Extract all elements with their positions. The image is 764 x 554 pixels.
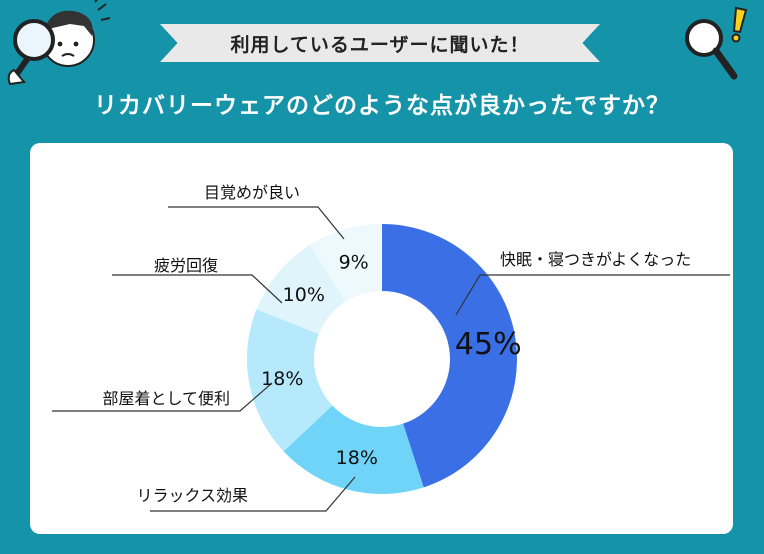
value-label-2: 18% [336, 447, 378, 469]
value-label-4: 10% [283, 284, 325, 306]
category-label-2: リラックス効果 [136, 486, 248, 505]
banner: 利用しているユーザーに聞いた！ [160, 24, 600, 62]
slice-3 [247, 309, 333, 452]
leader-line-2 [150, 476, 356, 512]
person-magnifier-icon [7, 0, 110, 86]
value-label-1: 45% [455, 327, 522, 362]
leader-line-4 [112, 274, 283, 304]
slice-2 [283, 405, 424, 495]
slice-4 [256, 245, 346, 334]
category-label-4: 疲労回復 [154, 256, 218, 275]
value-label-3: 18% [261, 368, 303, 390]
leader-line-5 [168, 206, 345, 240]
leader-line-3 [52, 382, 273, 412]
donut-chart: 45% 快眠・寝つきがよくなった 18% リラックス効果 18% 部屋着として便利 10% 疲… [52, 183, 730, 512]
value-label-5: 9% [339, 251, 369, 273]
category-label-3: 部屋着として便利 [102, 389, 230, 408]
category-label-5: 目覚めが良い [204, 183, 300, 202]
question-title: リカバリーウェアのどのような点が良かったですか？ [94, 93, 670, 119]
leader-line-1 [455, 274, 730, 316]
category-label-1: 快眠・寝つきがよくなった [500, 250, 691, 269]
slice-1 [382, 224, 518, 488]
chart-card: 45% 快眠・寝つきがよくなった 18% リラックス効果 18% 部屋着として便利 10% 疲… [30, 143, 733, 534]
slice-5 [309, 224, 382, 302]
magnifier-icon [685, 6, 748, 80]
